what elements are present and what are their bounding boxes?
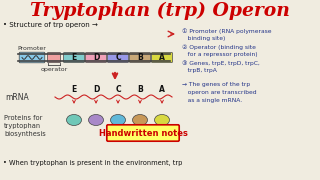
Text: operator: operator — [40, 68, 68, 73]
Text: • Structure of trp operon →: • Structure of trp operon → — [3, 22, 98, 28]
FancyBboxPatch shape — [19, 52, 45, 63]
Text: Handwritten notes: Handwritten notes — [99, 129, 188, 138]
Text: Tryptophan (trp) Operon: Tryptophan (trp) Operon — [30, 2, 290, 20]
Text: Proteins for
tryptophan
biosynthesis: Proteins for tryptophan biosynthesis — [4, 115, 46, 137]
Text: E: E — [71, 53, 76, 62]
Text: B: B — [137, 53, 143, 62]
Text: ③ Genes, trpE, trpD, trpC,: ③ Genes, trpE, trpD, trpC, — [182, 60, 260, 66]
Text: C: C — [115, 84, 121, 93]
Text: Promoter: Promoter — [18, 46, 46, 51]
Text: → The genes of the trp: → The genes of the trp — [182, 82, 250, 87]
FancyBboxPatch shape — [130, 53, 150, 62]
Text: E: E — [71, 84, 76, 93]
Text: C: C — [115, 53, 121, 62]
Text: • When tryptophan is present in the environment, trp: • When tryptophan is present in the envi… — [3, 160, 182, 166]
FancyBboxPatch shape — [86, 53, 106, 62]
Ellipse shape — [132, 114, 148, 125]
Text: A: A — [159, 84, 165, 93]
FancyBboxPatch shape — [152, 53, 172, 62]
FancyBboxPatch shape — [107, 125, 179, 141]
Ellipse shape — [89, 114, 103, 125]
Text: D: D — [93, 84, 99, 93]
FancyBboxPatch shape — [108, 53, 128, 62]
FancyBboxPatch shape — [47, 53, 60, 62]
Ellipse shape — [155, 114, 170, 125]
Text: as a single mRNA.: as a single mRNA. — [182, 98, 242, 103]
Text: ① Promoter (RNA polymerase: ① Promoter (RNA polymerase — [182, 28, 271, 34]
Ellipse shape — [110, 114, 125, 125]
Text: ② Operator (binding site: ② Operator (binding site — [182, 44, 256, 50]
Text: operon are transcribed: operon are transcribed — [182, 90, 257, 95]
Text: binding site): binding site) — [182, 36, 225, 41]
Text: A: A — [159, 53, 165, 62]
Text: for a repressor protein): for a repressor protein) — [182, 52, 258, 57]
Text: D: D — [93, 53, 99, 62]
Ellipse shape — [67, 114, 82, 125]
Text: trpB, trpA: trpB, trpA — [182, 68, 217, 73]
Text: mRNA: mRNA — [5, 93, 29, 102]
Text: B: B — [137, 84, 143, 93]
FancyBboxPatch shape — [64, 53, 84, 62]
